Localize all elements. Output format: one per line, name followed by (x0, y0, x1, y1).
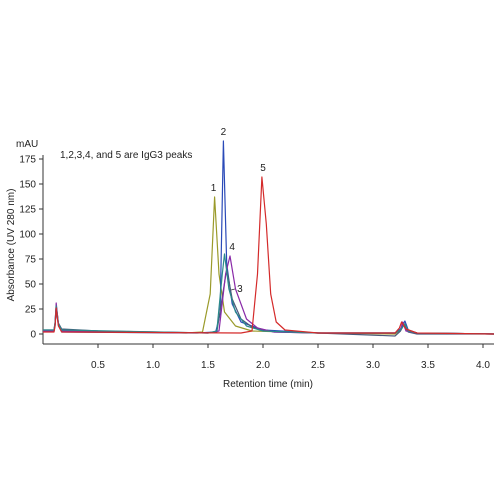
peak-3-leader-line (230, 288, 236, 291)
x-tick-label: 2.0 (256, 360, 270, 371)
series-trace-s2 (43, 140, 495, 335)
peak-label-3: 3 (237, 284, 243, 295)
peak-label-2: 2 (221, 127, 227, 138)
x-axis-title: Retention time (min) (223, 379, 313, 390)
y-tick-label: 150 (19, 180, 36, 191)
series-trace-s5 (43, 176, 495, 335)
y-tick-label: 25 (25, 305, 37, 316)
x-tick-label: 3.5 (421, 360, 435, 371)
traces-layer (43, 140, 495, 337)
peak-label-5: 5 (260, 163, 266, 174)
x-tick-label: 3.0 (366, 360, 380, 371)
series-trace-s3 (43, 268, 494, 337)
x-tick-label: 2.5 (311, 360, 325, 371)
x-tick-label: 1.5 (201, 360, 215, 371)
x-tick-label: 0.5 (91, 360, 105, 371)
peak-labels-layer: 1 2 3 4 5 (211, 127, 267, 295)
y-tick-label: 50 (25, 280, 37, 291)
peaks-annotation: 1,2,3,4, and 5 are IgG3 peaks (60, 150, 192, 161)
peak-label-4: 4 (229, 242, 235, 253)
y-tick-label: 125 (19, 205, 36, 216)
peak-label-1: 1 (211, 183, 217, 194)
ticks-layer: 0.5 1.0 1.5 2.0 2.5 3.0 3.5 4.0 0 25 50 75 100 125 150… (19, 155, 490, 372)
x-tick-label: 4.0 (476, 360, 490, 371)
y-tick-label: 100 (19, 230, 36, 241)
y-unit-label: mAU (16, 139, 38, 150)
y-axis-title: Absorbance (UV 280 nm) (6, 189, 17, 302)
y-tick-label: 75 (25, 255, 37, 266)
y-tick-label: 0 (30, 330, 36, 341)
y-tick-label: 175 (19, 155, 36, 166)
x-tick-label: 1.0 (146, 360, 160, 371)
